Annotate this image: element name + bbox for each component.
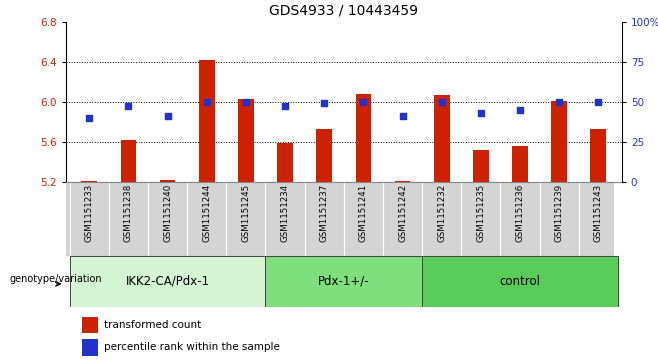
Title: GDS4933 / 10443459: GDS4933 / 10443459 <box>269 4 418 18</box>
Point <box>436 99 447 105</box>
Bar <box>395 180 411 182</box>
Bar <box>434 95 449 182</box>
Bar <box>551 101 567 182</box>
Text: transformed count: transformed count <box>103 320 201 330</box>
Point <box>201 99 212 105</box>
Bar <box>473 150 489 182</box>
Bar <box>277 143 293 182</box>
Text: GSM1151238: GSM1151238 <box>124 184 133 242</box>
Text: Pdx-1+/-: Pdx-1+/- <box>318 275 370 288</box>
Text: GSM1151237: GSM1151237 <box>320 184 329 242</box>
Text: GSM1151232: GSM1151232 <box>437 184 446 242</box>
Text: GSM1151240: GSM1151240 <box>163 184 172 242</box>
Bar <box>70 256 265 307</box>
Point <box>554 99 565 105</box>
Point <box>163 113 173 119</box>
Text: GSM1151236: GSM1151236 <box>515 184 524 242</box>
Point <box>319 100 330 106</box>
Bar <box>316 129 332 182</box>
Text: GSM1151243: GSM1151243 <box>594 184 603 242</box>
Text: control: control <box>499 275 540 288</box>
Bar <box>265 256 422 307</box>
Point <box>280 103 290 109</box>
Bar <box>82 339 98 356</box>
Point <box>123 103 134 109</box>
Point <box>358 99 368 105</box>
Text: GSM1151241: GSM1151241 <box>359 184 368 242</box>
Bar <box>590 129 606 182</box>
Point <box>241 99 251 105</box>
Text: percentile rank within the sample: percentile rank within the sample <box>103 342 280 352</box>
Text: GSM1151244: GSM1151244 <box>202 184 211 242</box>
Point <box>397 113 408 119</box>
Text: GSM1151234: GSM1151234 <box>280 184 290 242</box>
Bar <box>120 139 136 182</box>
Bar <box>82 317 98 333</box>
Bar <box>422 256 618 307</box>
Point <box>593 99 603 105</box>
Point <box>476 110 486 116</box>
Bar <box>199 60 215 182</box>
Text: IKK2-CA/Pdx-1: IKK2-CA/Pdx-1 <box>126 275 210 288</box>
Point <box>515 107 525 113</box>
Text: GSM1151242: GSM1151242 <box>398 184 407 242</box>
Bar <box>82 180 97 182</box>
Bar <box>355 94 371 182</box>
Text: GSM1151235: GSM1151235 <box>476 184 486 242</box>
Bar <box>160 180 176 182</box>
Text: genotype/variation: genotype/variation <box>10 274 103 284</box>
Text: GSM1151245: GSM1151245 <box>241 184 251 242</box>
Bar <box>238 99 254 182</box>
Text: GSM1151239: GSM1151239 <box>555 184 564 242</box>
Text: GSM1151233: GSM1151233 <box>85 184 94 242</box>
Point <box>84 115 95 121</box>
Bar <box>512 146 528 182</box>
